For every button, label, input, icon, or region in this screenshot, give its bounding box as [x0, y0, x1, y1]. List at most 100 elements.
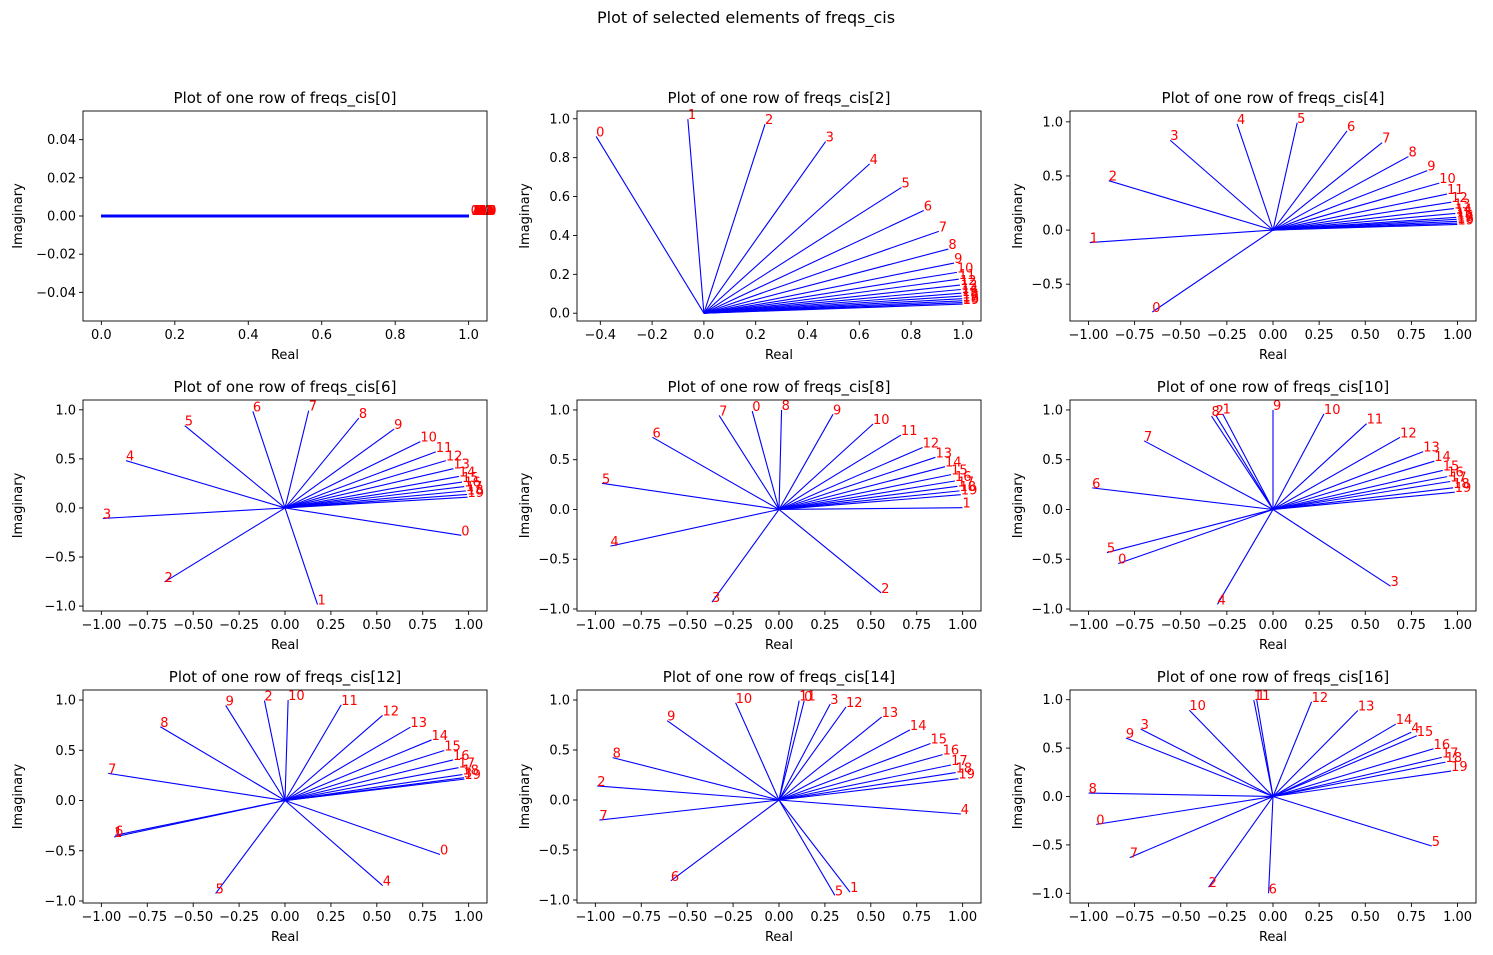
y-tick-label: 0.0: [549, 794, 570, 809]
point-label-11: 11: [1254, 689, 1271, 704]
vector-line-9: [703, 262, 955, 314]
y-tick-label: 0.0: [1042, 503, 1063, 518]
point-label-10: 10: [736, 692, 753, 707]
point-label-18: 18: [467, 483, 484, 498]
vector-line-6: [1268, 796, 1274, 894]
x-tick-label: 0.8: [901, 328, 922, 343]
subplot-title: Plot of one row of freqs_cis[16]: [1157, 668, 1389, 687]
point-label-7: 7: [474, 204, 482, 219]
point-label-8: 8: [160, 716, 168, 731]
x-tick-label: −0.25: [1207, 910, 1247, 925]
x-tick-label: −1.00: [1069, 328, 1109, 343]
vector-line-6: [1272, 130, 1348, 231]
point-label-9: 9: [954, 252, 962, 267]
point-label-4: 4: [1411, 721, 1419, 736]
point-label-12: 12: [846, 696, 863, 711]
point-label-14: 14: [459, 465, 476, 480]
point-label-9: 9: [1427, 160, 1435, 175]
point-label-3: 3: [464, 767, 472, 782]
y-tick-label: 0.0: [1042, 224, 1063, 239]
point-label-8: 8: [613, 747, 621, 762]
point-label-11: 11: [341, 694, 358, 709]
y-tick-label: 0.2: [549, 268, 570, 283]
vector-line-19: [1272, 770, 1452, 798]
vector-line-9: [284, 428, 395, 509]
vector-line-8: [612, 757, 780, 801]
x-axis-label: Real: [271, 638, 299, 653]
point-label-7: 7: [309, 400, 317, 415]
x-tick-label: −0.50: [1161, 328, 1201, 343]
y-tick-label: 1.0: [55, 694, 76, 709]
point-label-2: 2: [472, 204, 480, 219]
vector-line-16: [284, 759, 454, 802]
point-label-5: 5: [216, 883, 224, 898]
x-tick-label: −0.75: [621, 910, 661, 925]
vector-line-16: [1272, 748, 1434, 798]
x-ticks: 0.0 0.2 0.4 0.6 0.8 1.0: [91, 321, 479, 343]
vector-line-6: [1092, 487, 1274, 511]
y-ticks: −1.0 −0.5 0.0 0.5 1.0: [538, 694, 577, 909]
point-label-2: 2: [765, 113, 773, 128]
point-label-0: 0: [1096, 813, 1104, 828]
point-label-18: 18: [462, 764, 479, 779]
x-tick-label: 0.25: [810, 910, 839, 925]
subplot-title: Plot of one row of freqs_cis[10]: [1157, 378, 1389, 397]
x-axis-label: Real: [765, 930, 793, 945]
x-tick-label: −0.50: [173, 618, 213, 633]
vector-line-13: [778, 716, 882, 801]
x-axis-label: Real: [765, 638, 793, 653]
subplot-title: Plot of one row of freqs_cis[2]: [668, 89, 891, 108]
y-ticks: −1.0 −0.5 0.0 0.5 1.0: [538, 403, 577, 618]
x-tick-label: 0.75: [1397, 328, 1426, 343]
vector-line-14: [1272, 460, 1435, 511]
x-ticks: −1.00 −0.75 −0.50 −0.25 0.00 0.25 0.50 0.75 1.00: [1069, 903, 1472, 925]
vector-line-8: [160, 726, 286, 801]
x-tick-label: −0.4: [585, 328, 617, 343]
point-label-11: 11: [799, 690, 816, 705]
x-tick-label: 0.50: [1351, 618, 1380, 633]
vector-line-2: [1108, 180, 1274, 231]
y-tick-label: 0.5: [1042, 169, 1063, 184]
x-tick-label: −0.50: [173, 910, 213, 925]
vector-line-19: [1272, 491, 1455, 511]
vector-line-15: [1272, 735, 1417, 798]
x-tick-label: −1.00: [575, 910, 615, 925]
subplot-title: Plot of one row of freqs_cis[12]: [169, 668, 401, 687]
point-label-15: 15: [1456, 206, 1473, 221]
x-tick-label: 0.75: [408, 618, 437, 633]
point-label-18: 18: [480, 204, 497, 219]
point-label-14: 14: [910, 719, 927, 734]
vector-line-5: [1106, 508, 1274, 554]
point-label-2: 2: [881, 582, 889, 597]
vector-line-9: [225, 705, 286, 801]
subplot-title: Plot of one row of freqs_cis[4]: [1162, 89, 1385, 108]
x-tick-label: 0.4: [797, 328, 818, 343]
point-label-0: 0: [461, 524, 469, 539]
vector-line-18: [1272, 761, 1446, 798]
y-axis-label: Imaginary: [11, 763, 26, 829]
y-tick-label: 0.4: [549, 229, 570, 244]
x-tick-label: 0.25: [1305, 618, 1334, 633]
x-tick-label: 0.25: [316, 910, 345, 925]
vector-line-14: [284, 739, 432, 802]
x-tick-label: 0.75: [408, 910, 437, 925]
x-tick-label: 0.25: [1305, 328, 1334, 343]
point-label-17: 17: [459, 757, 476, 772]
point-label-11: 11: [1367, 413, 1384, 428]
y-axis-label: Imaginary: [11, 472, 26, 538]
vector-line-19: [284, 496, 468, 509]
vector-lines: [1089, 122, 1458, 313]
subplot-title: Plot of one row of freqs_cis[0]: [174, 89, 397, 108]
point-label-4: 4: [1237, 113, 1245, 128]
vector-line-11: [284, 704, 342, 801]
x-tick-label: 1.0: [458, 328, 479, 343]
y-tick-label: 0.04: [47, 133, 76, 148]
y-tick-label: 0.8: [549, 151, 570, 166]
vector-line-17: [1272, 480, 1451, 511]
vector-lines: [597, 700, 961, 896]
point-label-13: 13: [1358, 700, 1375, 715]
y-tick-label: 1.0: [1042, 693, 1063, 708]
vector-line-5: [703, 186, 902, 314]
